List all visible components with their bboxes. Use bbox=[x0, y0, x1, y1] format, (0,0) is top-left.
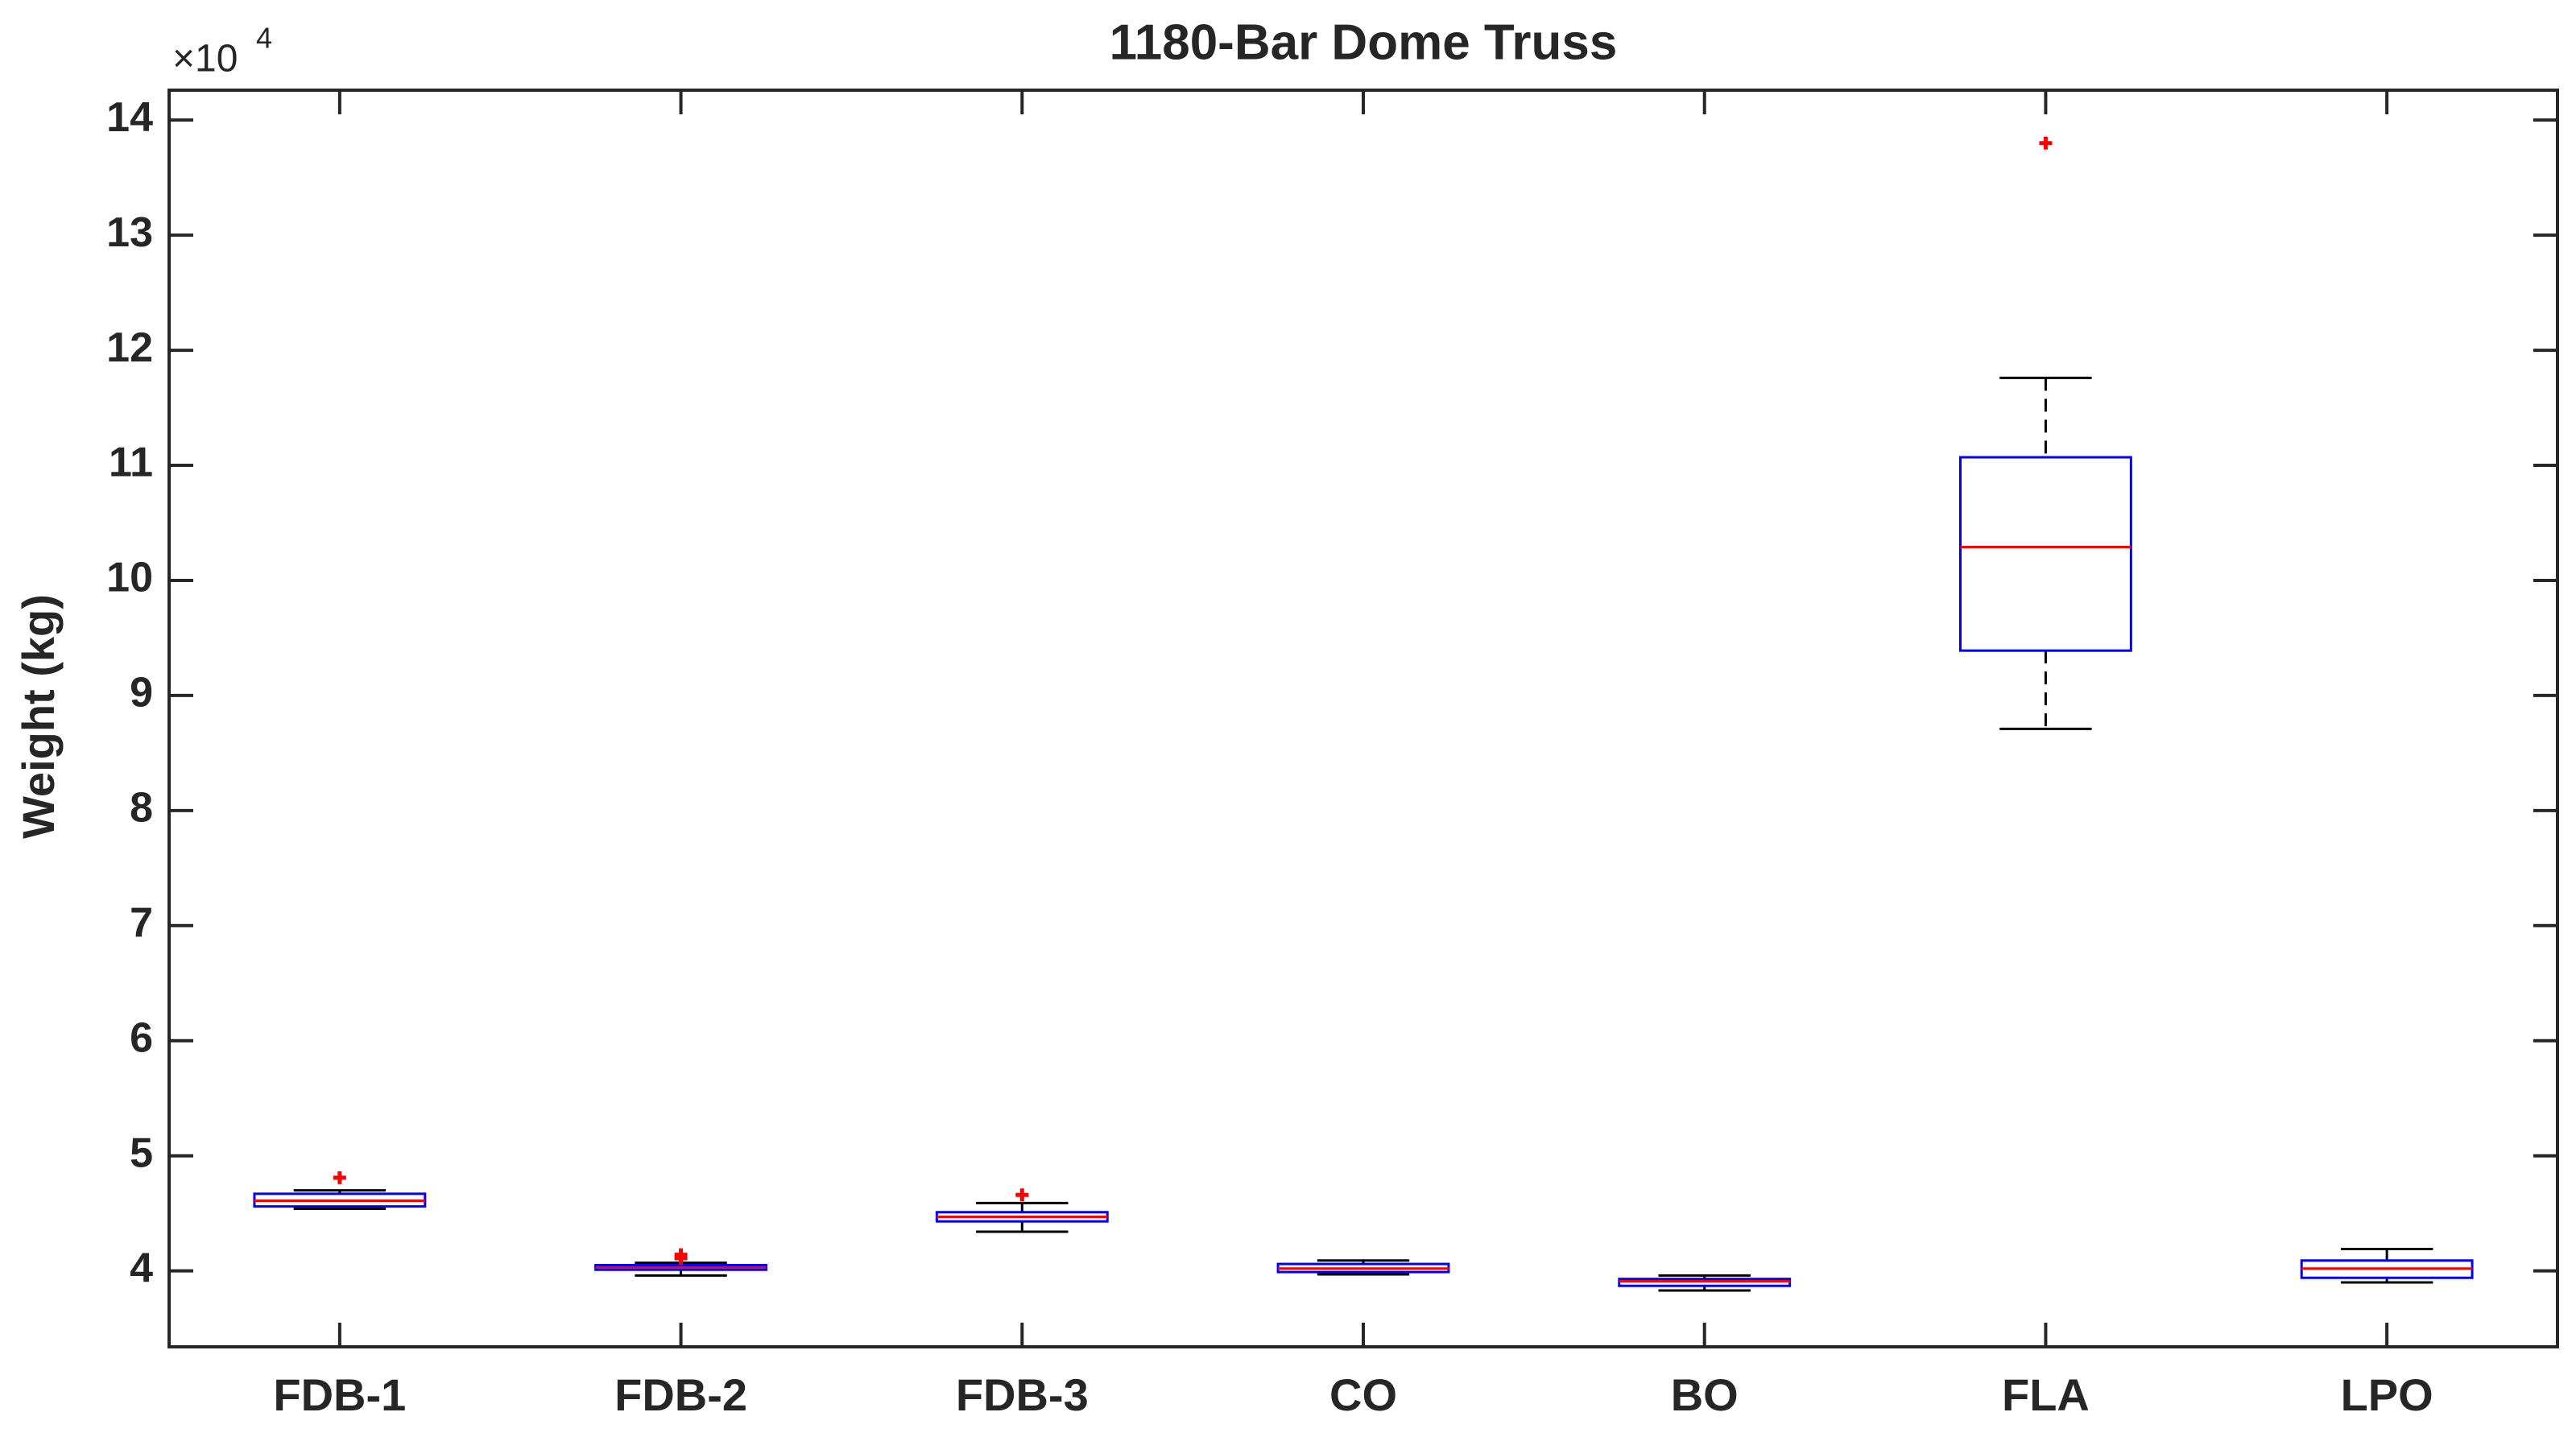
y-axis-label: Weight (kg) bbox=[13, 594, 64, 839]
y-tick-label: 6 bbox=[130, 1014, 153, 1061]
y-tick-label: 12 bbox=[106, 324, 153, 371]
y-tick-label: 9 bbox=[130, 670, 153, 716]
chart-title: 1180-Bar Dome Truss bbox=[1110, 14, 1618, 70]
outlier bbox=[1015, 1188, 1029, 1202]
y-tick-label: 13 bbox=[106, 209, 153, 256]
outlier bbox=[333, 1171, 346, 1184]
y-tick-label: 11 bbox=[109, 440, 153, 486]
y-tick-label: 4 bbox=[130, 1245, 153, 1291]
box bbox=[1959, 456, 2132, 652]
y-tick-label: 10 bbox=[106, 555, 153, 601]
y-scale-base: ×10 bbox=[172, 38, 238, 81]
x-tick-label: FLA bbox=[2002, 1369, 2090, 1420]
outlier bbox=[2039, 136, 2053, 150]
y-tick-label: 5 bbox=[130, 1129, 153, 1176]
x-tick-label: FDB-2 bbox=[614, 1369, 747, 1420]
y-scale-exponent: 4 bbox=[256, 22, 272, 55]
x-tick-label: LPO bbox=[2341, 1369, 2433, 1420]
x-tick-label: BO bbox=[1671, 1369, 1739, 1420]
outlier bbox=[674, 1248, 688, 1262]
y-tick-label: 14 bbox=[106, 94, 153, 141]
x-tick-label: CO bbox=[1329, 1369, 1397, 1420]
x-tick-label: FDB-3 bbox=[956, 1369, 1089, 1420]
y-tick-label: 8 bbox=[130, 785, 153, 832]
y-tick-label: 7 bbox=[130, 900, 153, 947]
x-tick-label: FDB-1 bbox=[273, 1369, 406, 1420]
